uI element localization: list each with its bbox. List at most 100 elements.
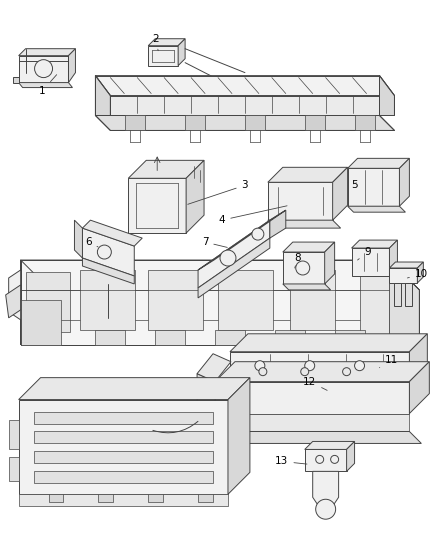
Polygon shape bbox=[82, 258, 134, 284]
Polygon shape bbox=[215, 362, 429, 382]
Circle shape bbox=[252, 228, 264, 240]
Polygon shape bbox=[332, 167, 348, 220]
Polygon shape bbox=[325, 242, 335, 284]
Circle shape bbox=[255, 361, 265, 370]
Polygon shape bbox=[360, 268, 389, 342]
Polygon shape bbox=[230, 379, 417, 387]
Polygon shape bbox=[34, 432, 213, 443]
Text: 3: 3 bbox=[188, 180, 248, 204]
Polygon shape bbox=[283, 252, 325, 284]
Polygon shape bbox=[178, 39, 185, 66]
Polygon shape bbox=[9, 419, 19, 449]
Polygon shape bbox=[228, 378, 250, 494]
Polygon shape bbox=[275, 330, 305, 345]
Polygon shape bbox=[290, 270, 335, 330]
Polygon shape bbox=[95, 330, 125, 345]
Polygon shape bbox=[198, 494, 213, 502]
Polygon shape bbox=[305, 441, 355, 449]
Polygon shape bbox=[352, 248, 389, 276]
Polygon shape bbox=[13, 77, 19, 83]
Polygon shape bbox=[215, 432, 421, 443]
Polygon shape bbox=[218, 270, 273, 330]
Polygon shape bbox=[335, 330, 364, 345]
Polygon shape bbox=[19, 400, 228, 494]
Polygon shape bbox=[268, 167, 348, 182]
Text: 1: 1 bbox=[39, 75, 57, 95]
Polygon shape bbox=[95, 95, 379, 116]
Polygon shape bbox=[389, 240, 397, 276]
Polygon shape bbox=[68, 49, 75, 83]
Polygon shape bbox=[19, 49, 75, 55]
Polygon shape bbox=[406, 283, 413, 306]
Polygon shape bbox=[155, 330, 185, 345]
Circle shape bbox=[220, 250, 236, 266]
Polygon shape bbox=[49, 494, 64, 502]
Circle shape bbox=[305, 361, 314, 370]
Polygon shape bbox=[25, 272, 71, 332]
Polygon shape bbox=[198, 238, 270, 298]
Text: 10: 10 bbox=[407, 269, 428, 279]
Polygon shape bbox=[283, 284, 331, 290]
Polygon shape bbox=[389, 268, 417, 283]
Polygon shape bbox=[6, 285, 21, 318]
Text: 13: 13 bbox=[275, 456, 307, 466]
Polygon shape bbox=[34, 451, 213, 463]
Polygon shape bbox=[95, 76, 395, 95]
Polygon shape bbox=[389, 262, 424, 268]
Text: 2: 2 bbox=[152, 34, 159, 51]
Polygon shape bbox=[215, 382, 410, 414]
Text: 5: 5 bbox=[351, 180, 358, 190]
Polygon shape bbox=[268, 182, 332, 220]
Polygon shape bbox=[21, 300, 60, 345]
Polygon shape bbox=[283, 242, 335, 252]
Polygon shape bbox=[74, 220, 82, 258]
Polygon shape bbox=[389, 260, 419, 375]
Polygon shape bbox=[230, 352, 410, 379]
Polygon shape bbox=[215, 330, 245, 345]
Polygon shape bbox=[379, 76, 395, 116]
Text: 7: 7 bbox=[202, 237, 227, 247]
Polygon shape bbox=[270, 210, 286, 238]
Polygon shape bbox=[268, 220, 341, 228]
Polygon shape bbox=[245, 116, 265, 131]
Polygon shape bbox=[348, 206, 406, 212]
Circle shape bbox=[331, 455, 339, 463]
Polygon shape bbox=[34, 411, 213, 424]
Polygon shape bbox=[21, 260, 419, 290]
Circle shape bbox=[316, 455, 324, 463]
Circle shape bbox=[343, 368, 350, 376]
Text: 11: 11 bbox=[379, 354, 398, 368]
Polygon shape bbox=[128, 178, 186, 233]
Polygon shape bbox=[348, 168, 399, 206]
Polygon shape bbox=[305, 449, 346, 471]
Polygon shape bbox=[148, 46, 178, 66]
Circle shape bbox=[316, 499, 336, 519]
Polygon shape bbox=[348, 158, 410, 168]
Polygon shape bbox=[417, 262, 424, 283]
Polygon shape bbox=[230, 334, 427, 352]
Polygon shape bbox=[148, 270, 203, 330]
Text: 8: 8 bbox=[294, 253, 301, 268]
Polygon shape bbox=[352, 240, 397, 248]
Polygon shape bbox=[148, 494, 163, 502]
Circle shape bbox=[35, 60, 53, 78]
Polygon shape bbox=[148, 39, 185, 46]
Polygon shape bbox=[81, 270, 135, 330]
Polygon shape bbox=[125, 116, 145, 131]
Polygon shape bbox=[410, 362, 429, 414]
Circle shape bbox=[259, 368, 267, 376]
Polygon shape bbox=[198, 210, 286, 270]
Polygon shape bbox=[128, 160, 204, 178]
Polygon shape bbox=[185, 116, 205, 131]
Polygon shape bbox=[19, 55, 68, 83]
Polygon shape bbox=[19, 83, 72, 87]
Polygon shape bbox=[21, 260, 389, 345]
Polygon shape bbox=[9, 260, 21, 345]
Circle shape bbox=[296, 261, 310, 275]
Polygon shape bbox=[410, 334, 427, 379]
Text: 12: 12 bbox=[303, 377, 327, 390]
Polygon shape bbox=[215, 414, 410, 432]
Circle shape bbox=[97, 245, 111, 259]
Text: 6: 6 bbox=[85, 237, 98, 247]
Polygon shape bbox=[34, 471, 213, 483]
